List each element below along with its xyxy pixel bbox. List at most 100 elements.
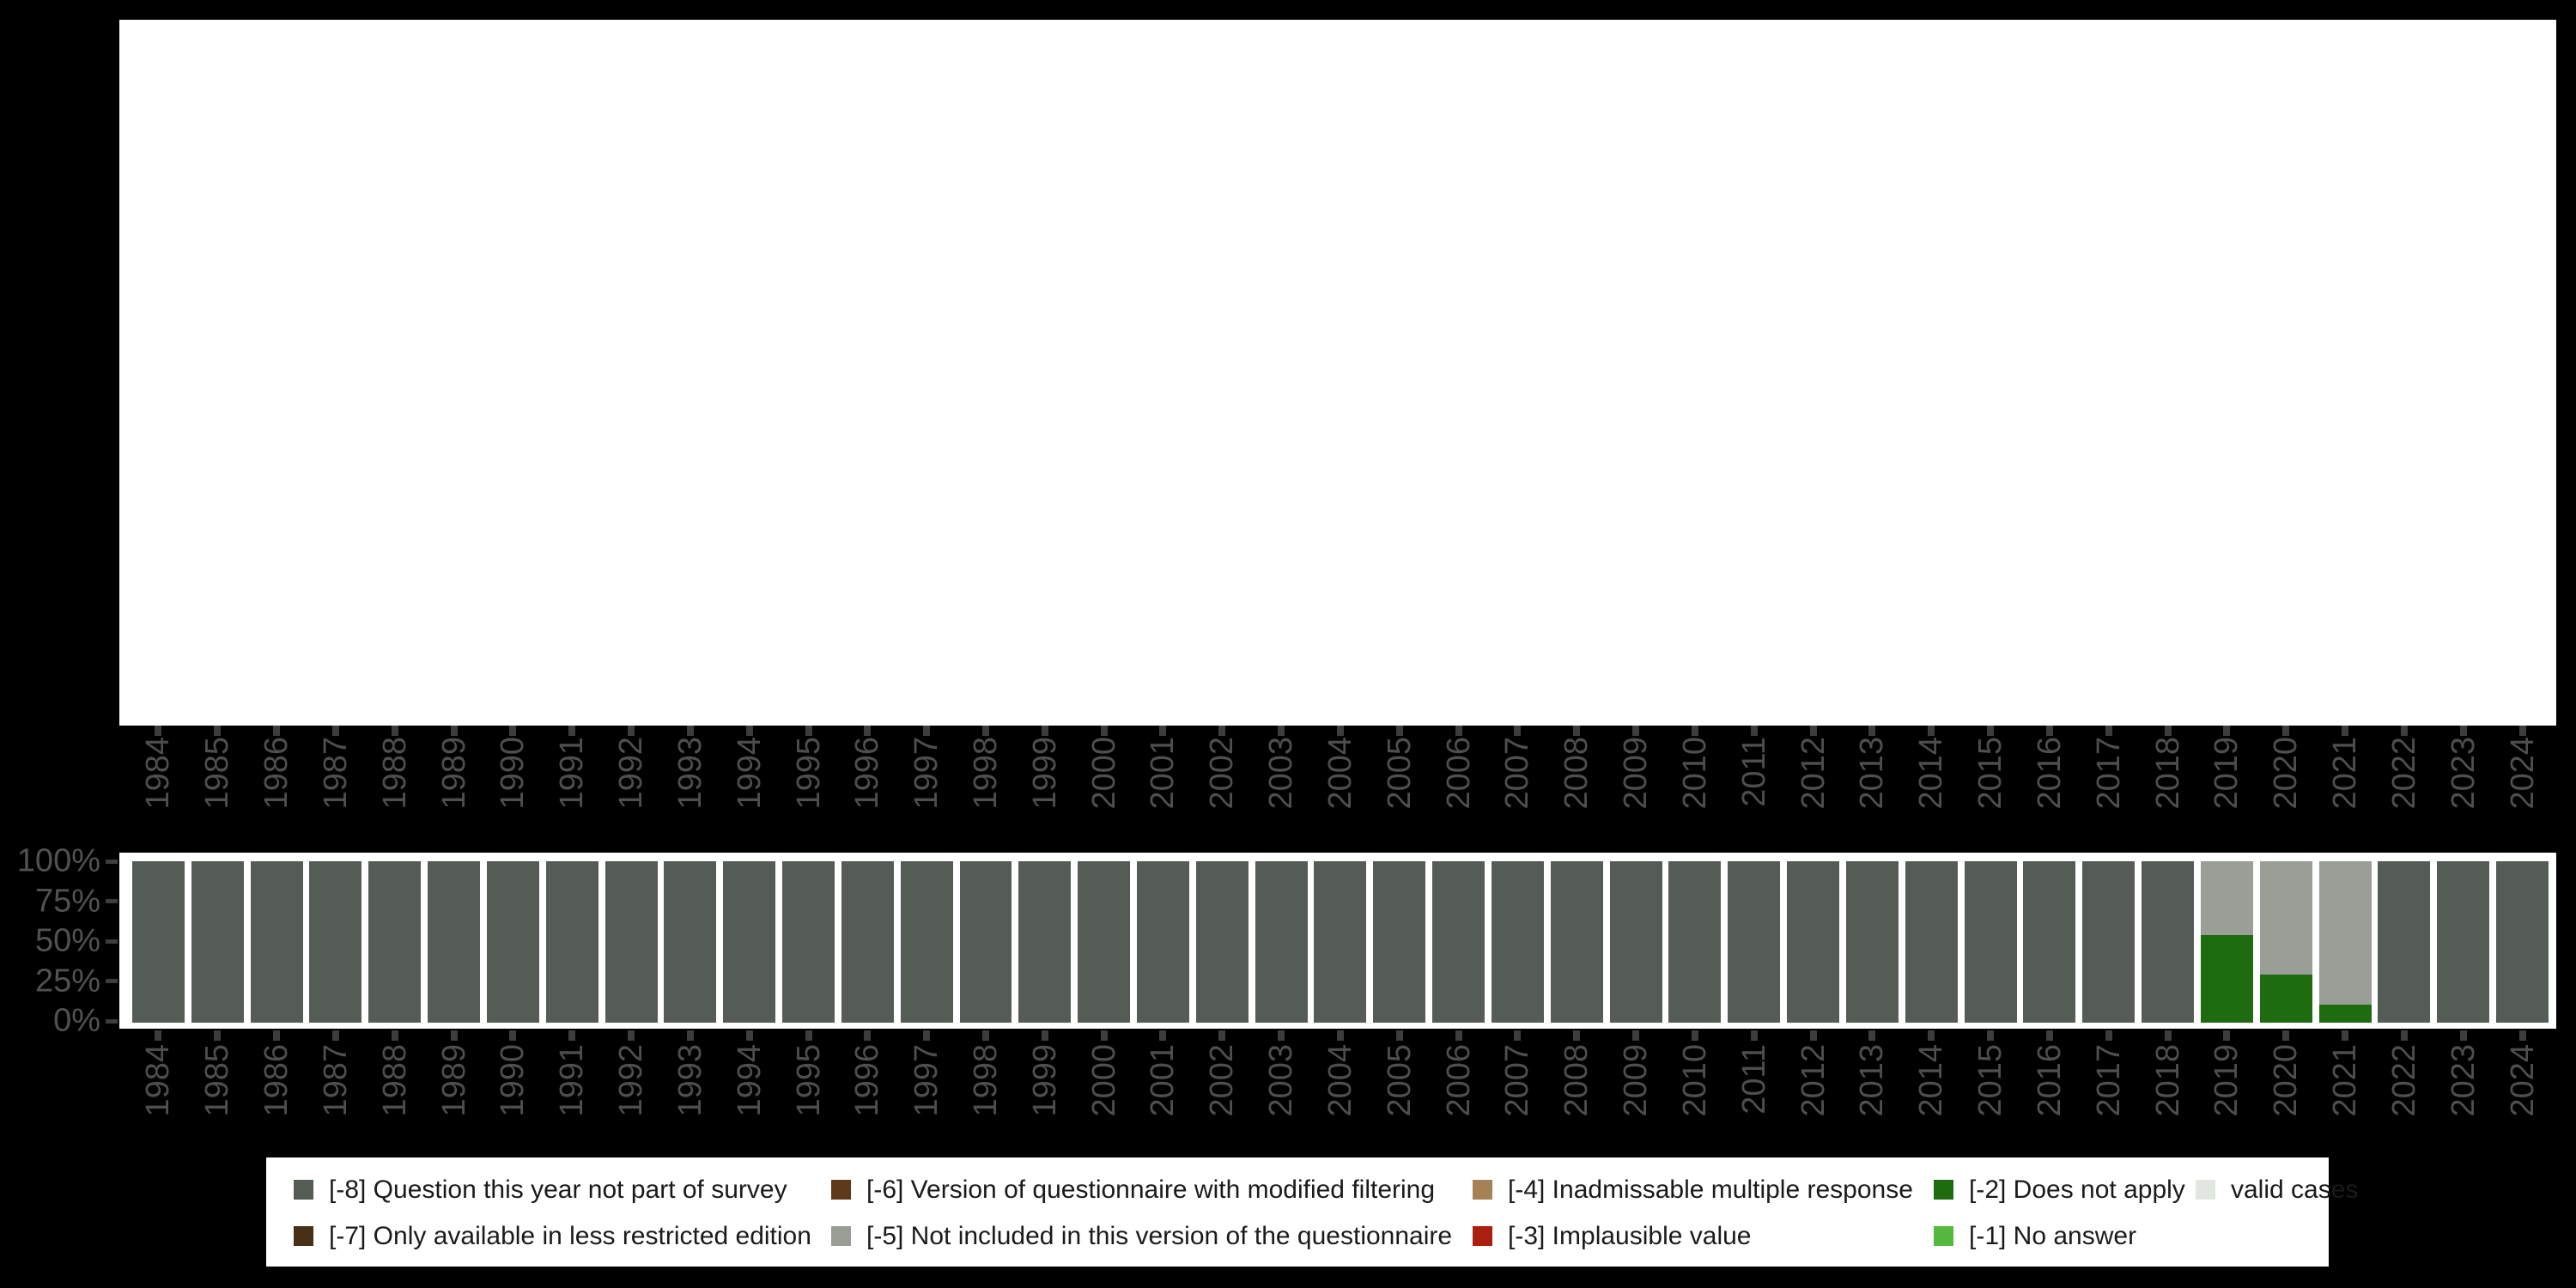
bar-slot — [1370, 861, 1429, 1023]
year-slot: 1992 — [602, 1044, 661, 1130]
axis-tick — [1632, 726, 1640, 736]
year-label: 1992 — [613, 737, 650, 810]
year-label: 1988 — [376, 1044, 413, 1117]
bar-slot — [543, 861, 602, 1023]
year-label: 2020 — [2268, 1044, 2305, 1117]
year-label: 2021 — [2327, 737, 2364, 810]
year-label: 1997 — [908, 737, 945, 810]
year-label: 1996 — [849, 1044, 886, 1117]
year-label: 1994 — [731, 737, 768, 810]
tick-slot — [897, 1030, 957, 1041]
tick-slot — [1133, 1030, 1193, 1041]
axis-tick — [273, 726, 281, 736]
bar-segment — [1668, 861, 1722, 1023]
bar-segment — [1845, 861, 1899, 1023]
bar-segment — [486, 861, 539, 1023]
bar-2011 — [1728, 861, 1781, 1023]
tick-slot — [720, 726, 779, 736]
year-label: 2024 — [2504, 737, 2541, 810]
year-slot: 2000 — [1074, 1044, 1133, 1130]
year-label: 1997 — [908, 1044, 945, 1117]
year-slot: 1986 — [247, 737, 307, 823]
year-slot: 2018 — [2138, 1044, 2197, 1130]
tick-slot — [247, 726, 307, 736]
tick-slot — [2316, 1030, 2375, 1041]
axis-tick — [1159, 1030, 1167, 1041]
x-axis-ticks-bottom — [129, 1030, 2552, 1041]
bar-2021 — [2318, 861, 2372, 1023]
bar-segment — [900, 861, 953, 1023]
bar-2005 — [1373, 861, 1426, 1023]
tick-slot — [1961, 1030, 2020, 1041]
year-label: 2017 — [2090, 737, 2127, 810]
year-slot: 2019 — [2197, 737, 2257, 823]
bar-chart-panel — [119, 853, 2556, 1029]
axis-tick — [628, 726, 635, 736]
axis-tick — [1100, 1030, 1108, 1041]
bar-segment — [1964, 861, 2017, 1023]
year-slot: 2006 — [1429, 1044, 1488, 1130]
year-label: 2011 — [1735, 737, 1772, 807]
legend-item: [-6] Version of questionnaire with modif… — [831, 1177, 1435, 1203]
year-label: 2015 — [1972, 1044, 2009, 1117]
year-label: 2013 — [1854, 737, 1891, 810]
axis-tick — [568, 726, 576, 736]
axis-tick — [1691, 726, 1698, 736]
bar-slot — [1902, 861, 1961, 1023]
axis-tick — [1100, 726, 1108, 736]
tick-slot — [1607, 726, 1666, 736]
bar-slot — [2020, 861, 2080, 1023]
bar-segment — [2023, 861, 2076, 1023]
tick-slot — [2257, 726, 2316, 736]
year-slot: 2008 — [1547, 1044, 1607, 1130]
bar-2009 — [1609, 861, 1662, 1023]
legend-label: [-7] Only available in less restricted e… — [329, 1222, 811, 1250]
bar-slot — [957, 861, 1016, 1023]
year-slot: 1994 — [720, 1044, 779, 1130]
axis-tick — [2342, 1030, 2349, 1041]
legend-label: [-8] Question this year not part of surv… — [329, 1176, 787, 1204]
bar-segment — [545, 861, 598, 1023]
year-slot: 2016 — [2020, 737, 2080, 823]
year-slot: 1989 — [424, 1044, 483, 1130]
axis-tick — [805, 726, 812, 736]
bar-slot — [483, 861, 543, 1023]
legend-item: [-5] Not included in this version of the… — [831, 1224, 1452, 1249]
axis-tick — [2164, 726, 2172, 736]
axis-tick — [805, 1030, 812, 1041]
tick-slot — [720, 1030, 779, 1041]
year-slot: 1999 — [1015, 1044, 1074, 1130]
axis-tick — [1218, 726, 1226, 736]
percent-label: 100% — [16, 842, 100, 879]
year-slot: 1988 — [365, 1044, 424, 1130]
year-slot: 2024 — [2493, 737, 2552, 823]
year-slot: 2010 — [1666, 737, 1725, 823]
bar-slot — [2493, 861, 2552, 1023]
legend-label: [-2] Does not apply — [1969, 1176, 2185, 1204]
tick-slot — [2138, 726, 2197, 736]
axis-tick — [982, 726, 989, 736]
bar-slot — [2138, 861, 2197, 1023]
bar-1989 — [428, 861, 481, 1023]
tick-slot — [1843, 1030, 1902, 1041]
year-slot: 2013 — [1843, 737, 1902, 823]
bar-slot — [1074, 861, 1133, 1023]
bar-slot — [1666, 861, 1725, 1023]
percent-label: 75% — [34, 883, 100, 919]
year-slot: 2002 — [1193, 1044, 1252, 1130]
tick-slot — [483, 726, 543, 736]
year-slot: 2016 — [2020, 1044, 2080, 1130]
year-slot: 1990 — [483, 1044, 543, 1130]
bar-slot — [2257, 861, 2316, 1023]
bar-1998 — [959, 861, 1012, 1023]
legend: [-8] Question this year not part of surv… — [266, 1157, 2358, 1267]
percent-tick — [106, 979, 118, 983]
year-slot: 2010 — [1666, 1044, 1725, 1130]
bar-1999 — [1018, 861, 1072, 1023]
tick-slot — [1902, 726, 1961, 736]
year-slot: 2004 — [1311, 1044, 1370, 1130]
axis-tick — [155, 1030, 162, 1041]
year-label: 1988 — [376, 737, 413, 810]
bar-slot — [1015, 861, 1074, 1023]
x-axis-year-labels-bottom: 1984 1985 1986 1987 1988 1989 1990 1991 1992 1993… — [129, 1044, 2552, 1130]
